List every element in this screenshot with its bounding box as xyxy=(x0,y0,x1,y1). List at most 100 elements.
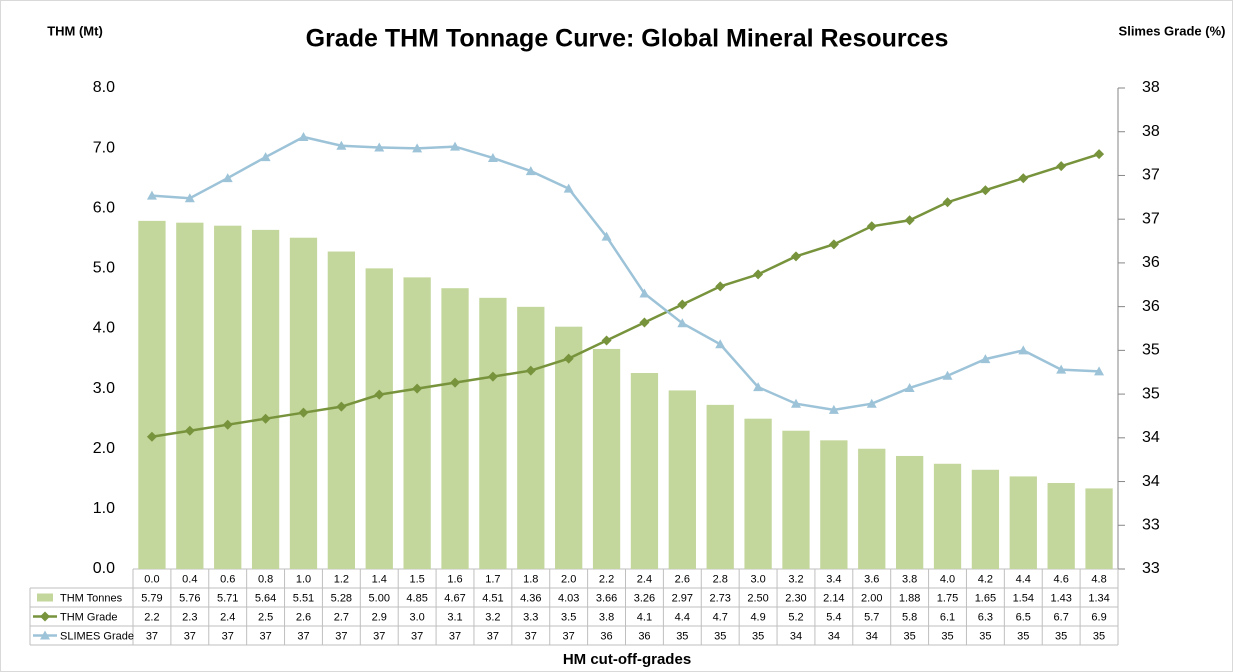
x-tick-label: 0.6 xyxy=(220,573,235,585)
legend-label: THM Tonnes xyxy=(60,592,123,604)
x-tick-label: 4.8 xyxy=(1091,573,1106,585)
table-value: 35 xyxy=(1055,630,1067,642)
bar xyxy=(782,430,810,569)
table-value: 3.5 xyxy=(561,611,576,623)
y-tick-label: 7.0 xyxy=(93,139,115,156)
bar xyxy=(858,448,886,569)
table-value: 37 xyxy=(525,630,537,642)
legend-marker xyxy=(40,630,50,640)
x-tick-label: 3.2 xyxy=(788,573,803,585)
table-value: 6.5 xyxy=(1016,611,1031,623)
point-marker xyxy=(601,335,612,346)
bar xyxy=(289,237,318,569)
bar xyxy=(555,326,583,569)
table-value: 37 xyxy=(487,630,499,642)
table-value: 1.65 xyxy=(975,592,996,604)
y2-tick-label: 37 xyxy=(1142,210,1160,227)
x-tick-label: 1.4 xyxy=(372,573,387,585)
table-value: 5.4 xyxy=(826,611,841,623)
bar xyxy=(668,390,696,569)
x-tick-label: 1.0 xyxy=(296,573,311,585)
table-value: 3.1 xyxy=(447,611,462,623)
y-tick-label: 0.0 xyxy=(93,560,115,577)
table-value: 5.79 xyxy=(141,592,162,604)
bar xyxy=(1009,476,1037,569)
point-marker xyxy=(715,339,726,349)
x-tick-label: 2.2 xyxy=(599,573,614,585)
table-value: 3.8 xyxy=(599,611,614,623)
table-value: 4.9 xyxy=(750,611,765,623)
point-marker xyxy=(639,317,650,328)
table-value: 2.9 xyxy=(372,611,387,623)
bar xyxy=(251,229,280,569)
table-value: 4.36 xyxy=(520,592,541,604)
point-marker xyxy=(866,221,877,232)
legend-label: SLIMES Grade xyxy=(60,630,134,642)
y2-tick-label: 36 xyxy=(1142,298,1160,315)
point-marker xyxy=(904,382,915,392)
table-value: 2.14 xyxy=(823,592,844,604)
table-value: 6.9 xyxy=(1091,611,1106,623)
table-value: 1.43 xyxy=(1050,592,1071,604)
point-marker xyxy=(260,152,271,162)
bar xyxy=(895,455,924,569)
table-value: 37 xyxy=(297,630,309,642)
legend-swatch xyxy=(37,593,53,602)
point-marker xyxy=(904,215,915,226)
table-value: 3.66 xyxy=(596,592,617,604)
table-value: 37 xyxy=(184,630,196,642)
bar xyxy=(1047,483,1075,569)
point-marker xyxy=(184,425,195,436)
y-axis-label: THM (Mt) xyxy=(47,23,103,38)
point-marker xyxy=(1056,161,1067,172)
table-value: 35 xyxy=(904,630,916,642)
y-tick-label: 5.0 xyxy=(93,260,115,277)
bar xyxy=(630,372,659,569)
table-value: 5.2 xyxy=(788,611,803,623)
table-value: 34 xyxy=(866,630,878,642)
point-marker xyxy=(1056,364,1067,374)
table-value: 2.30 xyxy=(785,592,806,604)
table-value: 3.2 xyxy=(485,611,500,623)
y-tick-label: 4.0 xyxy=(93,320,115,337)
point-marker xyxy=(146,431,157,442)
table-value: 5.64 xyxy=(255,592,276,604)
table-value: 3.3 xyxy=(523,611,538,623)
x-tick-label: 1.7 xyxy=(485,573,500,585)
point-marker xyxy=(374,389,385,400)
table-value: 1.88 xyxy=(899,592,920,604)
table-value: 37 xyxy=(563,630,575,642)
table-value: 2.2 xyxy=(144,611,159,623)
point-marker xyxy=(828,404,839,414)
bar xyxy=(479,297,507,569)
y2-tick-label: 36 xyxy=(1142,254,1160,271)
point-marker xyxy=(487,371,498,382)
point-marker xyxy=(1018,173,1029,184)
point-marker xyxy=(374,142,385,152)
point-marker xyxy=(260,413,271,424)
bar xyxy=(214,225,242,569)
x-tick-label: 3.0 xyxy=(750,573,765,585)
table-value: 5.7 xyxy=(864,611,879,623)
table-value: 4.1 xyxy=(637,611,652,623)
x-tick-label: 2.4 xyxy=(637,573,652,585)
point-marker xyxy=(715,281,726,292)
x-tick-label: 2.0 xyxy=(561,573,576,585)
point-marker xyxy=(980,185,991,196)
table-value: 4.85 xyxy=(406,592,427,604)
point-marker xyxy=(1094,149,1105,160)
table-value: 1.75 xyxy=(937,592,958,604)
y2-tick-label: 34 xyxy=(1142,473,1160,490)
table-value: 6.1 xyxy=(940,611,955,623)
table-value: 2.7 xyxy=(334,611,349,623)
table-value: 5.76 xyxy=(179,592,200,604)
y-tick-label: 2.0 xyxy=(93,440,115,457)
x-tick-label: 0.4 xyxy=(182,573,197,585)
table-value: 34 xyxy=(828,630,840,642)
y2-tick-label: 35 xyxy=(1142,342,1160,359)
x-tick-label: 4.4 xyxy=(1016,573,1031,585)
point-marker xyxy=(412,143,423,153)
chart-title: Grade THM Tonnage Curve: Global Mineral … xyxy=(306,25,949,53)
x-tick-label: 1.2 xyxy=(334,573,349,585)
point-marker xyxy=(980,354,991,364)
